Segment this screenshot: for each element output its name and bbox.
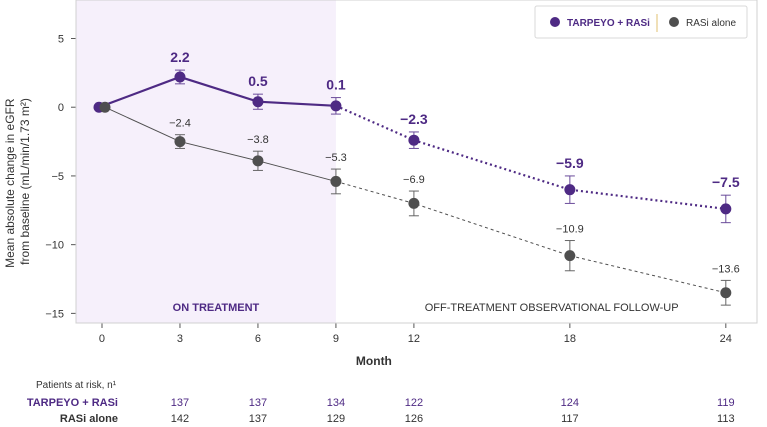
series-line-followup-tarpeyo <box>335 104 726 211</box>
data-point <box>252 96 264 108</box>
data-point <box>174 71 186 83</box>
on-treatment-region <box>76 0 336 323</box>
data-point <box>408 197 420 209</box>
y-tick-label: 5 <box>58 33 64 45</box>
data-point <box>720 203 732 215</box>
at-risk-value: 122 <box>405 397 423 409</box>
x-tick-label: 24 <box>720 333 732 345</box>
data-label: 0.5 <box>248 73 268 89</box>
x-tick-label: 3 <box>177 333 183 345</box>
legend-marker-tarpeyo <box>550 17 560 27</box>
data-point <box>330 175 342 187</box>
data-label: −3.8 <box>247 134 269 146</box>
legend: TARPEYO + RASi RASi alone <box>534 5 748 39</box>
y-axis-label: Mean absolute change in eGFR from baseli… <box>3 95 32 268</box>
data-label: −5.9 <box>556 155 584 171</box>
data-point <box>564 250 576 262</box>
at-risk-value: 137 <box>171 397 189 409</box>
x-tick-label: 6 <box>255 333 261 345</box>
data-point <box>174 136 186 148</box>
y-axis-label-line1: Mean absolute change in eGFR <box>3 98 17 268</box>
at-risk-value: 137 <box>249 397 267 409</box>
followup-label: OFF-TREATMENT OBSERVATIONAL FOLLOW-UP <box>425 302 679 314</box>
data-label: −5.3 <box>325 152 347 164</box>
data-label: 2.2 <box>170 49 190 65</box>
at-risk-value: 117 <box>561 413 579 425</box>
x-tick-label: 9 <box>333 333 339 345</box>
y-tick-label: −10 <box>45 240 64 252</box>
series-line-followup-rasi <box>335 180 726 294</box>
data-label: −2.3 <box>400 111 428 127</box>
at-risk-value: 129 <box>327 413 345 425</box>
at-risk-value: 124 <box>561 397 579 409</box>
at-risk-row-label-rasi: RASi alone <box>60 413 118 425</box>
data-label: −10.9 <box>556 224 584 236</box>
x-axis-label: Month <box>356 354 392 368</box>
data-label: −7.5 <box>712 174 740 190</box>
at-risk-value: 134 <box>327 397 345 409</box>
series-line-tarpeyo <box>98 75 336 109</box>
data-point <box>408 134 420 146</box>
data-point <box>720 287 732 299</box>
axis-ticks: 5 0 −5 −10 −15 0 3 6 9 12 18 24 <box>45 33 732 345</box>
legend-label-tarpeyo: TARPEYO + RASi <box>567 18 650 29</box>
data-point <box>330 100 342 112</box>
plot-frame <box>75 0 758 324</box>
y-tick-label: −15 <box>45 308 64 320</box>
x-tick-label: 0 <box>99 333 105 345</box>
at-risk-row-label-tarpeyo: TARPEYO + RASi <box>27 397 118 409</box>
on-treatment-label: ON TREATMENT <box>173 302 260 314</box>
legend-box <box>534 5 748 39</box>
at-risk-value: 113 <box>717 413 735 425</box>
at-risk-value: 119 <box>717 397 735 409</box>
data-point <box>99 101 111 113</box>
series-line-rasi <box>104 106 337 182</box>
data-label: −6.9 <box>403 174 425 186</box>
data-label: 0.1 <box>326 77 346 93</box>
legend-marker-rasi <box>669 17 679 27</box>
series-layer: 2.2 0.5 0.1 −2.3 −5.9 −7.5 −2.4 −3.8 −5.3 −6.9 −10… <box>93 49 740 306</box>
data-point <box>564 184 576 196</box>
at-risk-value: 142 <box>171 413 189 425</box>
at-risk-table: Patients at risk, n¹ TARPEYO + RASi RASi… <box>27 380 735 425</box>
legend-label-rasi: RASi alone <box>686 18 736 29</box>
y-axis-label-line2: from baseline (mL/min/1.73 m²) <box>18 98 32 265</box>
x-tick-label: 18 <box>564 333 576 345</box>
data-point <box>252 155 264 167</box>
data-label: −2.4 <box>169 118 191 130</box>
at-risk-value: 126 <box>405 413 423 425</box>
y-tick-label: −5 <box>51 171 64 183</box>
data-label: −13.6 <box>712 263 740 275</box>
at-risk-value: 137 <box>249 413 267 425</box>
at-risk-title: Patients at risk, n¹ <box>36 380 117 391</box>
y-tick-label: 0 <box>58 102 64 114</box>
x-tick-label: 12 <box>408 333 420 345</box>
